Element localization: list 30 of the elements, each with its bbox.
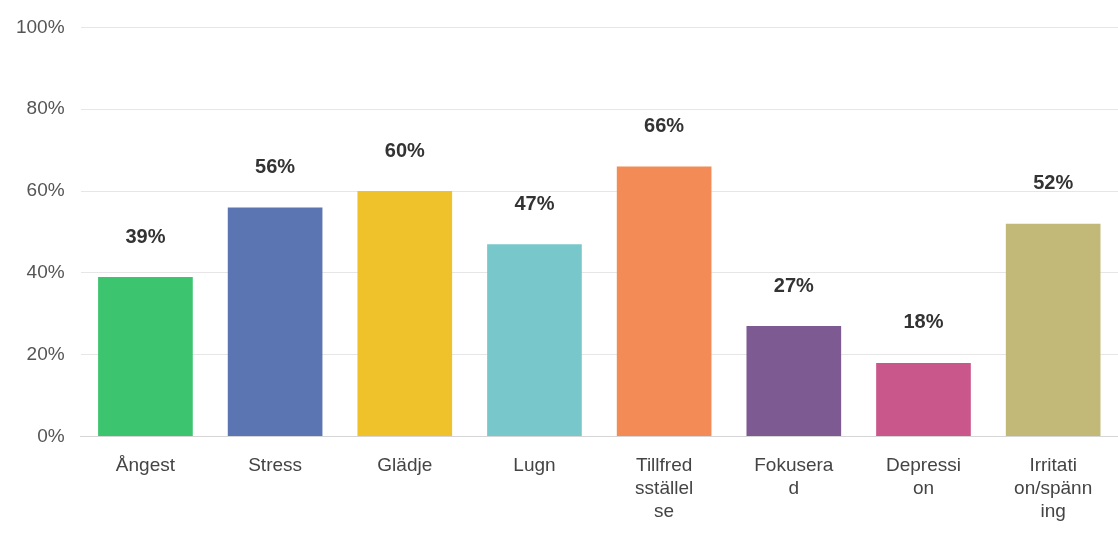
data-label: 56% (255, 154, 296, 177)
y-tick-label: 80% (26, 97, 65, 119)
y-tick-label: 100% (15, 15, 65, 37)
x-tick-label: Glädje (377, 454, 433, 476)
y-tick-label: 0% (37, 424, 65, 446)
x-tick-label: Depression (885, 454, 961, 499)
data-label: 39% (125, 224, 166, 247)
bar (1005, 223, 1101, 437)
bar (616, 166, 712, 437)
bar (487, 244, 582, 437)
bar (357, 191, 453, 437)
y-tick-label: 40% (26, 261, 65, 283)
x-tick-label: Fokuserad (754, 454, 834, 499)
y-tick-label: 20% (26, 342, 65, 364)
data-label: 18% (903, 310, 944, 333)
data-label: 27% (773, 273, 815, 296)
x-tick-label: Irritation/spänning (1014, 454, 1093, 521)
data-label: 66% (644, 114, 685, 137)
x-tick-label: Stress (248, 454, 303, 476)
bar (98, 277, 193, 437)
y-tick-label: 60% (26, 179, 65, 201)
bar (746, 326, 842, 437)
x-tick-label: Ångest (115, 454, 176, 476)
x-tick-label: Tillfredsställelse (635, 454, 694, 521)
data-label: 60% (384, 138, 426, 161)
data-label: 47% (514, 191, 555, 214)
data-label: 52% (1033, 171, 1074, 194)
x-tick-label: Lugn (513, 454, 556, 476)
bar (227, 207, 323, 437)
bar (876, 362, 971, 437)
